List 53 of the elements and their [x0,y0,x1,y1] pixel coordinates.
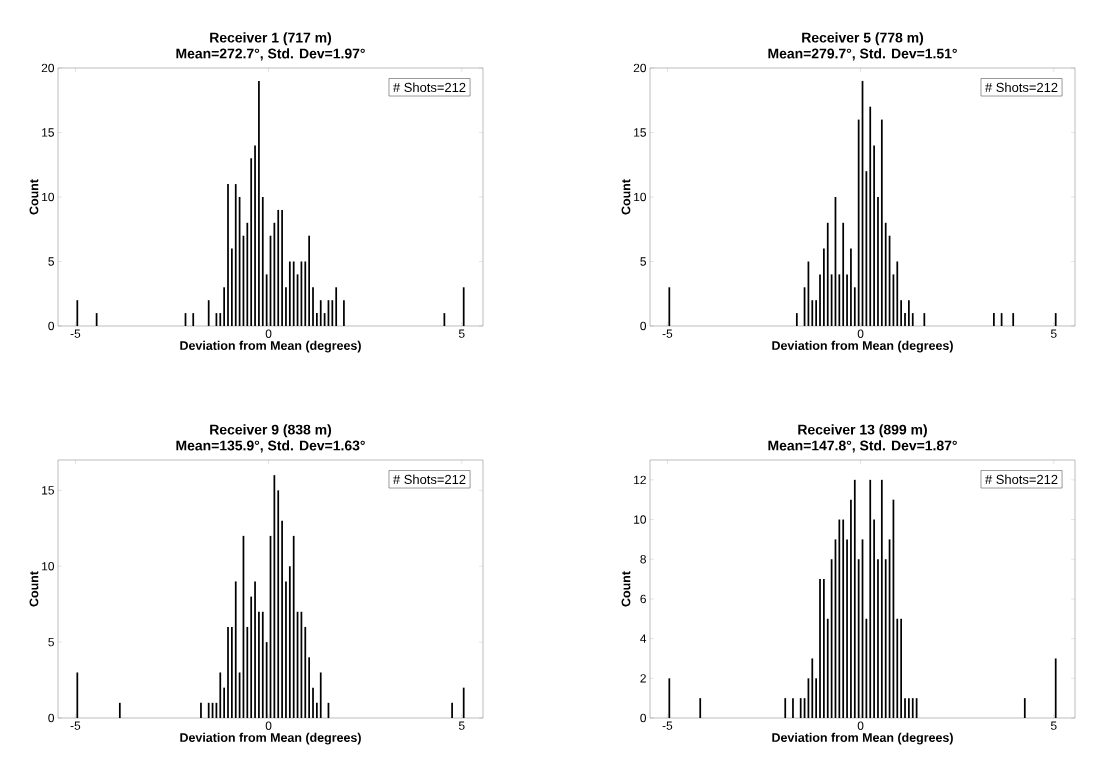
y-tick-label: 15 [42,128,54,137]
x-tick-label: 0 [857,721,864,730]
chart-title: Receiver 9 (838 m) [210,424,332,438]
x-tick-label: 5 [1050,329,1057,338]
y-tick-label: 0 [48,321,55,331]
chart-title: Receiver 1 (717 m) [210,32,332,46]
x-tick-label: -5 [70,329,81,338]
x-tick-label: -5 [662,329,673,338]
y-tick-label: 10 [634,515,647,524]
y-tick-label: 5 [640,257,646,266]
y-tick-label: 12 [634,475,646,485]
x-tick-label: 0 [857,329,864,338]
y-tick-label: 0 [640,321,647,331]
chart-subtitle: Mean=147.8°, Std. Dev=1.87° [768,440,957,453]
chart-subtitle: Mean=272.7°, Std. Dev=1.97° [176,48,365,61]
x-tick-label: 5 [1050,721,1057,730]
y-tick-label: 8 [640,555,646,564]
x-tick-label: -5 [662,721,673,730]
x-tick-label: 5 [458,329,465,338]
y-tick-label: 5 [48,257,54,266]
chart-title: Receiver 5 (778 m) [802,32,924,46]
y-tick-label: 20 [633,63,647,73]
y-tick-label: 5 [48,637,54,647]
x-axis-title: Deviation from Mean (degrees) [772,340,953,353]
chart-title: Receiver 13 (899 m) [798,424,927,438]
annotation: # Shots=212 [985,474,1058,485]
y-axis-title: Count [621,179,631,215]
y-axis-title: Count [29,571,39,607]
y-tick-label: 10 [42,192,55,202]
y-axis-title: Count [29,179,39,215]
annotation: # Shots=212 [985,82,1058,93]
x-tick-label: -5 [70,721,81,730]
y-tick-label: 4 [640,634,647,643]
y-tick-label: 10 [634,192,647,202]
y-tick-label: 15 [634,128,646,137]
chart-subtitle: Mean=279.7°, Std. Dev=1.51° [768,48,957,61]
y-axis-title: Count [621,571,631,607]
x-axis-title: Deviation from Mean (degrees) [180,732,361,745]
x-tick-label: 5 [458,721,465,730]
y-tick-label: 20 [41,63,55,73]
x-axis-title: Deviation from Mean (degrees) [772,732,953,745]
y-tick-label: 0 [48,713,55,723]
x-tick-label: 0 [265,721,272,730]
chart-subtitle: Mean=135.9°, Std. Dev=1.63° [176,440,365,453]
y-tick-label: 10 [42,562,55,571]
x-tick-label: 0 [265,329,272,338]
annotation: # Shots=212 [393,82,466,93]
annotation: # Shots=212 [393,474,466,485]
y-tick-label: 15 [42,486,54,495]
y-tick-label: 0 [640,713,647,723]
x-axis-title: Deviation from Mean (degrees) [180,340,361,353]
y-tick-label: 6 [640,594,646,604]
y-tick-label: 2 [640,674,646,683]
